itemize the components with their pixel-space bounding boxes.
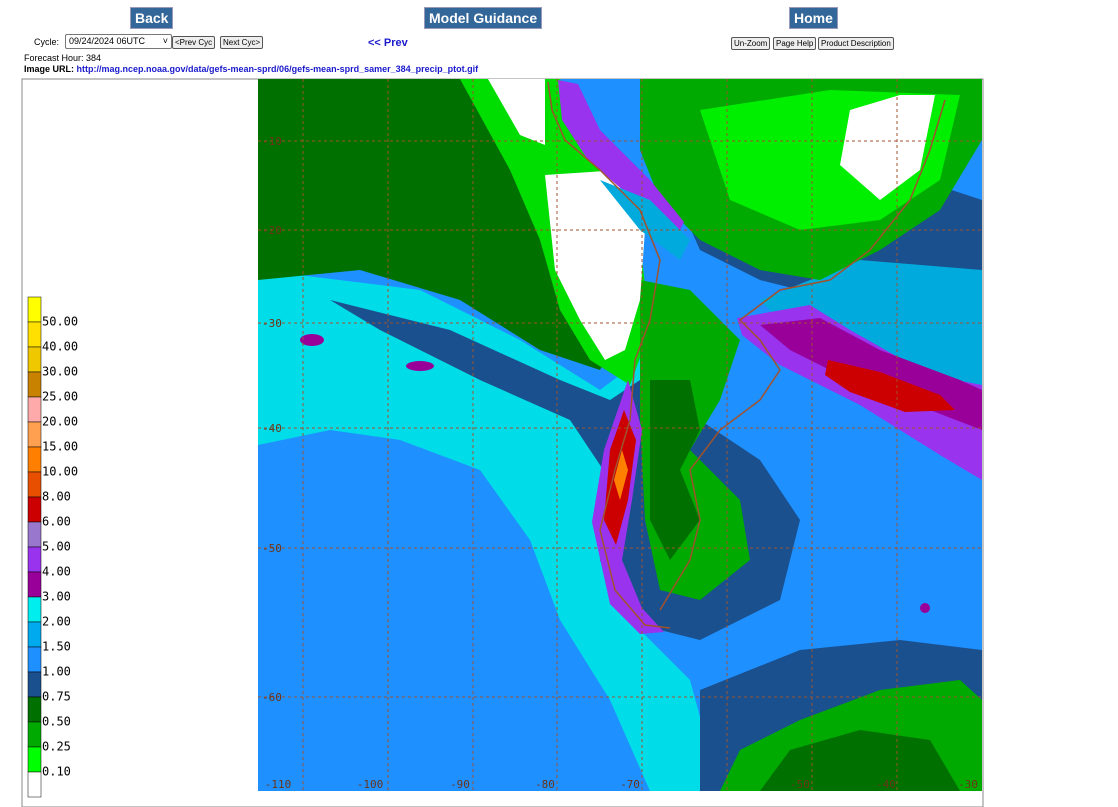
- legend-swatch: [27, 546, 42, 573]
- unzoom-button[interactable]: Un-Zoom: [731, 37, 771, 50]
- latitude-label: -50: [262, 542, 282, 555]
- cycle-select[interactable]: 09/24/2024 06UTC ˅: [65, 34, 172, 49]
- legend-swatch: [27, 771, 42, 798]
- forecast-hour: Forecast Hour: 384: [24, 53, 102, 63]
- legend-label: 0.75: [42, 690, 71, 704]
- legend-swatch: [27, 396, 42, 423]
- legend-label: 40.00: [42, 340, 78, 354]
- latitude-label: -30: [262, 317, 282, 330]
- home-button[interactable]: Home: [789, 7, 838, 29]
- legend-swatch: [27, 321, 42, 348]
- legend-swatch: [27, 696, 42, 723]
- legend-swatch: [27, 671, 42, 698]
- longitude-label: -50: [790, 778, 810, 791]
- cycle-value: 09/24/2024 06UTC: [69, 36, 146, 46]
- legend-swatch: [27, 596, 42, 623]
- legend-label: 8.00: [42, 490, 71, 504]
- back-button[interactable]: Back: [130, 7, 174, 29]
- image-url-row: Image URL: http://mag.ncep.noaa.gov/data…: [24, 64, 478, 74]
- legend-swatch: [27, 446, 42, 473]
- dark-green-antarctic: [760, 730, 960, 791]
- color-legend: 50.00 40.00 30.00 25.00 20.00 15.00 10.00 8.00 6…: [27, 296, 78, 798]
- latitude-label: -10: [262, 135, 282, 148]
- image-url-label: Image URL:: [24, 64, 75, 74]
- latitude-label: -20: [262, 224, 282, 237]
- longitude-label: -90: [450, 778, 470, 791]
- image-url-link[interactable]: http://mag.ncep.noaa.gov/data/gefs-mean-…: [76, 64, 479, 74]
- legend-label: 5.00: [42, 540, 71, 554]
- legend-swatch: [27, 646, 42, 673]
- legend-swatch: [27, 346, 42, 373]
- legend-swatch: [27, 571, 42, 598]
- prev-link[interactable]: << Prev: [368, 37, 408, 49]
- dropdown-arrow: ˅: [162, 36, 168, 46]
- longitude-label: -40: [876, 778, 896, 791]
- andes-blue-edge: [600, 180, 690, 260]
- orange-chile: [614, 450, 628, 500]
- legend-label: 15.00: [42, 440, 78, 454]
- legend-swatch: [27, 721, 42, 748]
- pacific-spot: [300, 334, 324, 346]
- legend-swatch: [27, 471, 42, 498]
- longitude-label: -30: [958, 778, 978, 791]
- legend-label: 1.50: [42, 640, 71, 654]
- legend-label: 1.00: [42, 665, 71, 679]
- white-northeast: [840, 95, 935, 200]
- legend-swatch: [27, 621, 42, 648]
- legend-swatch: [27, 496, 42, 523]
- prev-cycle-button[interactable]: <Prev Cyc: [172, 36, 216, 49]
- longitude-label: -110: [265, 778, 292, 791]
- model-guidance-button[interactable]: Model Guidance: [424, 7, 543, 29]
- longitude-label: -80: [535, 778, 555, 791]
- latitude-label: -60: [262, 691, 282, 704]
- legend-label: 3.00: [42, 590, 71, 604]
- legend-label: 30.00: [42, 365, 78, 379]
- legend-label: 50.00: [42, 315, 78, 329]
- legend-label: 0.50: [42, 715, 71, 729]
- next-cycle-button[interactable]: Next Cyc>: [220, 36, 264, 49]
- legend-label: 2.00: [42, 615, 71, 629]
- legend-swatch: [27, 421, 42, 448]
- legend-label: 6.00: [42, 515, 71, 529]
- legend-swatch: [27, 746, 42, 773]
- page-help-button[interactable]: Page Help: [773, 37, 817, 50]
- dark-green-patagonia: [650, 380, 700, 560]
- pacific-spot: [406, 361, 434, 371]
- legend-swatch: [27, 371, 42, 398]
- product-description-button[interactable]: Product Description: [818, 37, 894, 50]
- legend-label: 4.00: [42, 565, 71, 579]
- longitude-label: -100: [357, 778, 384, 791]
- white-north: [488, 79, 545, 145]
- legend-swatch: [27, 521, 42, 548]
- precip-map: [258, 79, 982, 791]
- legend-label: 0.10: [42, 765, 71, 779]
- latitude-label: -40: [262, 422, 282, 435]
- falklands-spot: [920, 603, 930, 613]
- graticule: -10 -20 -30 -40 -50 -60 -110 -100 -90 -80 -70 -50 -4…: [258, 79, 982, 791]
- cycle-label: Cycle:: [34, 37, 60, 47]
- longitude-label: -70: [620, 778, 640, 791]
- legend-label: 20.00: [42, 415, 78, 429]
- legend-label: 25.00: [42, 390, 78, 404]
- legend-label: 10.00: [42, 465, 78, 479]
- legend-label: 0.25: [42, 740, 71, 754]
- red-core: [825, 360, 955, 412]
- legend-swatch: [27, 296, 42, 323]
- white-desert: [545, 170, 645, 360]
